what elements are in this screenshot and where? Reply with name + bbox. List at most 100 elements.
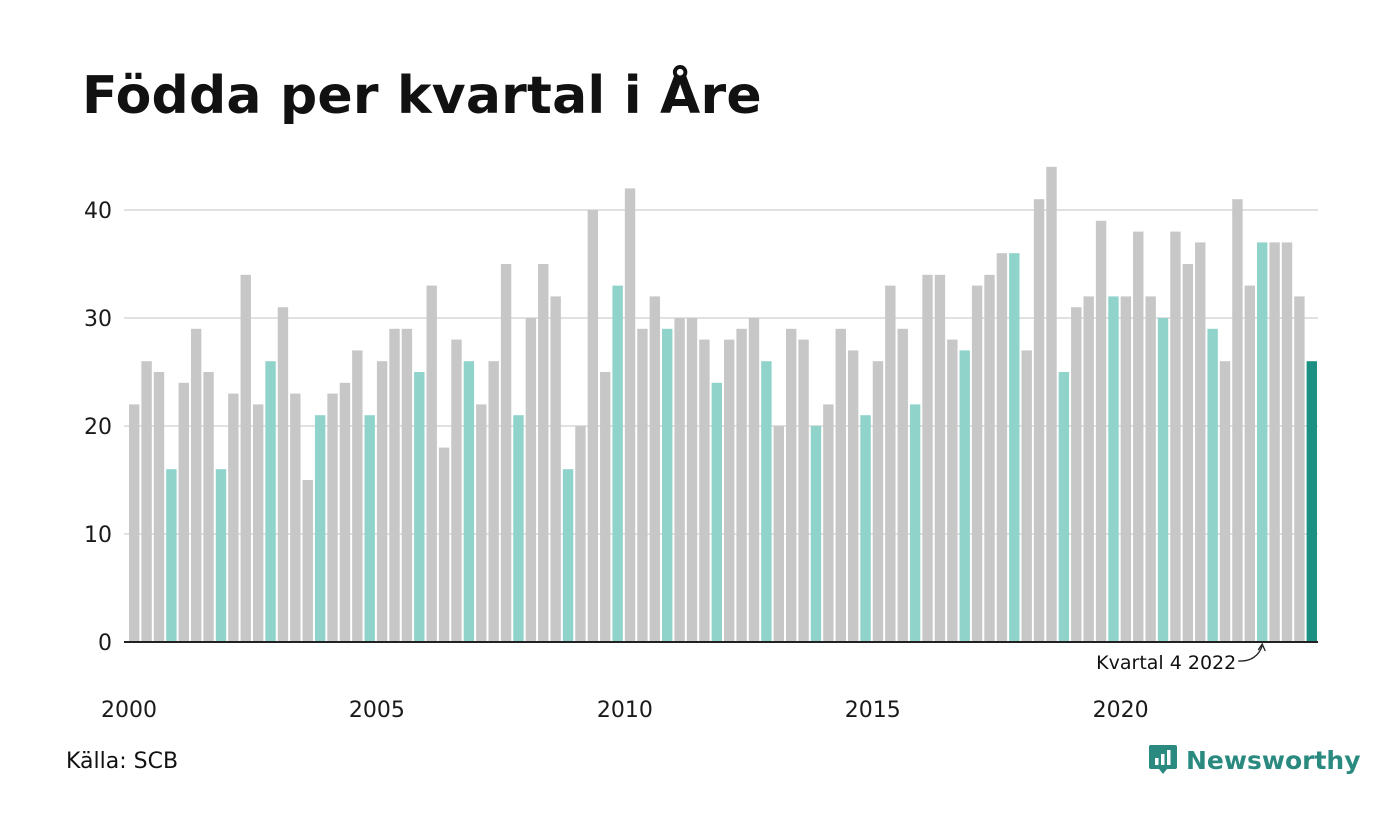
bar — [438, 447, 450, 642]
y-tick-label: 0 — [98, 631, 112, 656]
bar — [736, 328, 747, 642]
bar — [1108, 296, 1119, 642]
annotation-label: Kvartal 4 2022 — [1096, 652, 1236, 674]
bar — [562, 469, 574, 642]
bar — [798, 339, 809, 642]
bar — [488, 361, 499, 642]
bar — [872, 361, 884, 642]
bar — [190, 328, 202, 642]
bar — [327, 393, 338, 642]
bar — [612, 285, 623, 642]
x-tick-label: 2010 — [597, 698, 653, 723]
bar — [947, 339, 958, 642]
bar — [1170, 231, 1181, 642]
bar — [389, 328, 400, 642]
bar — [376, 361, 388, 642]
bar — [1195, 242, 1206, 642]
y-tick-label: 30 — [84, 307, 112, 332]
bar — [314, 415, 326, 642]
bar — [129, 404, 140, 642]
bar — [463, 361, 475, 642]
bar — [252, 404, 264, 642]
bar — [302, 480, 313, 642]
bar — [1083, 296, 1094, 642]
bar — [215, 469, 227, 642]
bar — [401, 328, 413, 642]
bar — [785, 328, 797, 642]
bar — [600, 372, 611, 642]
bar — [587, 210, 599, 642]
newsworthy-logo-icon — [1149, 745, 1177, 774]
bar — [426, 285, 437, 642]
bar — [885, 285, 896, 642]
source-note: Källa: SCB — [66, 749, 179, 774]
bar — [934, 274, 946, 642]
bar — [451, 339, 462, 642]
bar — [1207, 328, 1218, 642]
bar — [1071, 307, 1082, 642]
bar — [178, 382, 189, 642]
y-tick-label: 10 — [84, 523, 112, 548]
x-tick-label: 2000 — [101, 698, 157, 723]
axes: 0 10 20 30 40 2000 2005 2010 2015 2020 — [84, 199, 1318, 723]
bar — [823, 404, 834, 642]
bar — [538, 264, 549, 642]
x-tick-label: 2015 — [845, 698, 901, 723]
bar — [265, 361, 276, 642]
bar — [971, 285, 983, 642]
bar — [476, 404, 487, 642]
bar — [1257, 242, 1268, 642]
bar — [674, 318, 685, 642]
bar — [984, 274, 995, 642]
bar — [711, 382, 722, 642]
x-tick-label: 2005 — [349, 698, 405, 723]
bar — [290, 393, 301, 642]
y-tick-label: 20 — [84, 415, 112, 440]
bar — [897, 328, 908, 642]
bar — [662, 328, 673, 642]
bar — [810, 426, 822, 642]
bar — [959, 350, 970, 642]
bar — [228, 393, 239, 642]
bar — [624, 188, 636, 642]
bar — [1095, 220, 1107, 643]
bar — [637, 328, 648, 642]
bar — [1046, 166, 1057, 643]
brand-name: Newsworthy — [1186, 745, 1361, 775]
annotation: Kvartal 4 2022 — [1096, 642, 1266, 674]
bar — [166, 469, 177, 642]
bar — [575, 426, 586, 642]
bar — [835, 328, 846, 642]
bar — [1120, 296, 1132, 642]
bar — [761, 361, 772, 642]
bar — [724, 339, 735, 642]
y-tick-label: 40 — [84, 199, 112, 224]
bar — [996, 253, 1008, 642]
x-tick-label: 2020 — [1093, 698, 1149, 723]
bar — [153, 372, 165, 642]
bar — [773, 426, 784, 642]
bar — [1009, 253, 1020, 642]
bar — [203, 372, 214, 642]
bar — [550, 296, 561, 642]
bar — [1281, 242, 1293, 642]
bar — [909, 404, 921, 642]
bar — [649, 296, 661, 642]
bar — [277, 307, 289, 642]
bar — [686, 318, 698, 642]
bar — [1232, 199, 1243, 642]
bar — [352, 350, 363, 642]
bar — [1058, 372, 1070, 642]
bar — [1219, 361, 1231, 642]
bar — [1294, 296, 1305, 642]
bar — [141, 361, 152, 642]
bar — [414, 372, 425, 642]
bar — [1244, 285, 1256, 642]
bar — [1182, 264, 1194, 642]
bar — [1021, 350, 1032, 642]
annotation-arrow — [1238, 645, 1263, 662]
bars — [129, 166, 1317, 643]
bar — [1157, 318, 1169, 642]
bar-chart: 0 10 20 30 40 2000 2005 2010 2015 2020 Kvartal 4 … — [84, 166, 1318, 723]
bar — [922, 274, 933, 642]
